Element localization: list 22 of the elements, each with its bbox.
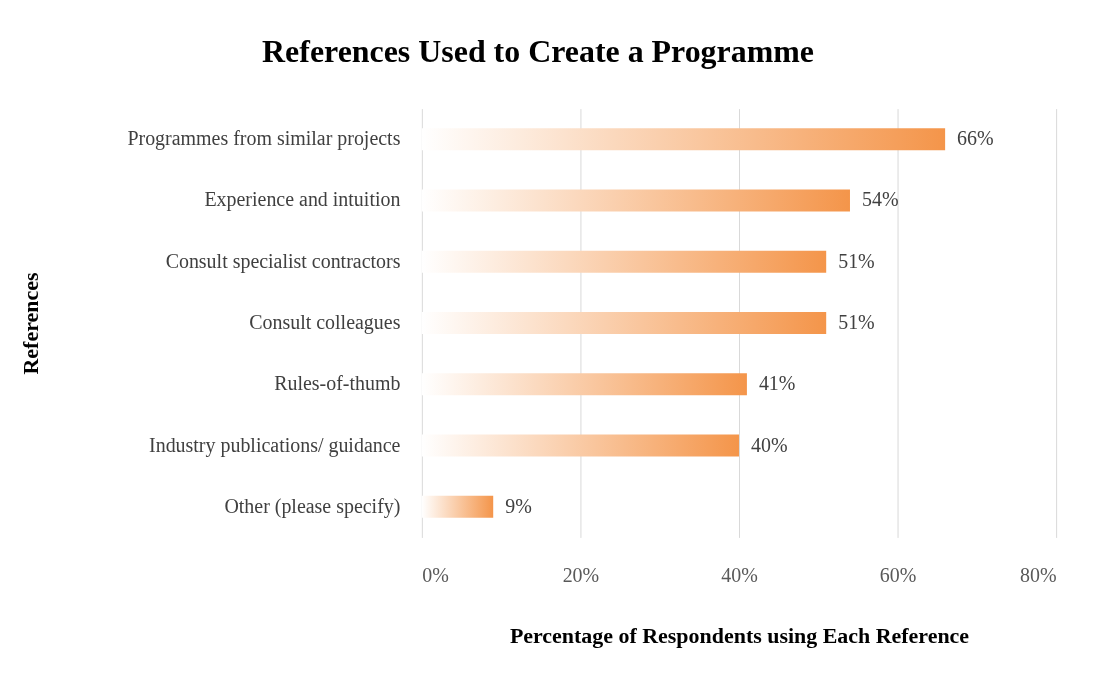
y-tick-label: Rules-of-thumb [274, 372, 401, 395]
data-label: 54% [861, 188, 899, 211]
data-label: 66% [957, 127, 994, 150]
x-tick-label: 60% [879, 563, 917, 586]
data-label: 40% [750, 433, 788, 456]
chart-title: References Used to Create a Programme [262, 33, 815, 69]
data-label: 9% [505, 494, 532, 517]
data-label: 41% [758, 372, 796, 395]
y-tick-label: Programmes from similar projects [127, 127, 401, 151]
data-label: 51% [838, 249, 875, 272]
y-axis-title: References [18, 272, 44, 375]
x-tick-label: 20% [562, 563, 600, 586]
x-axis-title: Percentage of Respondents using Each Reference [509, 622, 970, 648]
data-label: 51% [838, 311, 875, 334]
y-tick-label: Consult specialist contractors [165, 249, 401, 273]
x-tick-label: 40% [721, 563, 758, 586]
x-tick-label: 0% [422, 563, 449, 586]
y-tick-label: Experience and intuition [204, 188, 401, 212]
y-tick-label: Other (please specify) [224, 494, 401, 518]
y-tick-label: Consult colleagues [249, 311, 401, 335]
y-tick-label: Industry publications/ guidance [149, 433, 401, 457]
x-tick-label: 80% [1020, 563, 1057, 586]
